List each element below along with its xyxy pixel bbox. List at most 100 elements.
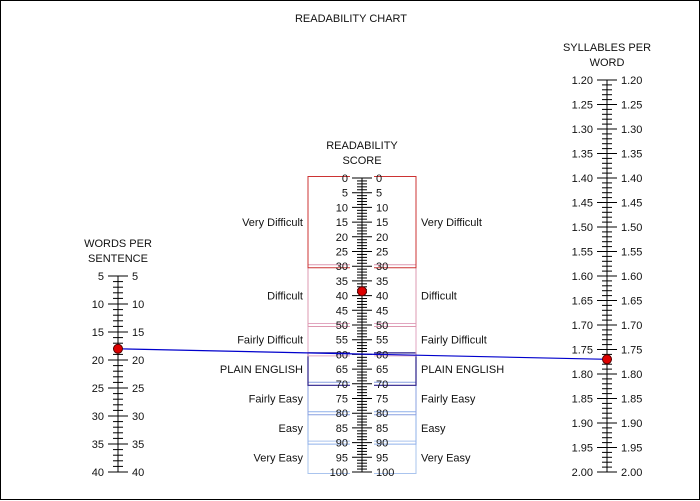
- band-label-left: Very Difficult: [242, 217, 303, 229]
- words-tick-label-left: 5: [98, 271, 104, 283]
- score-tick-label-right: 30: [376, 261, 388, 273]
- syllables-marker: [602, 354, 612, 365]
- band-bracket-right: [374, 411, 417, 445]
- words-tick-label-right: 40: [132, 467, 144, 479]
- score-tick-label-left: 100: [330, 467, 348, 479]
- score-tick-label-left: 5: [342, 188, 348, 200]
- score-scale-title-line: READABILITY: [326, 140, 398, 152]
- band-bracket-left: [307, 411, 350, 445]
- score-tick-label-left: 70: [336, 379, 348, 391]
- words-tick-label-right: 25: [132, 383, 144, 395]
- syllables-tick-label-right: 1.50: [621, 222, 642, 234]
- syllables-tick-label-left: 1.70: [572, 320, 593, 332]
- band-group: Very Easy Very Easy Easy Easy Fairly Easy Fai…: [220, 176, 504, 474]
- score-tick-label-right: 35: [376, 276, 388, 288]
- syllables-tick-label-left: 1.50: [572, 222, 593, 234]
- words-tick-label-left: 35: [92, 439, 104, 451]
- score-tick-label-left: 90: [336, 438, 348, 450]
- band-bracket-left: [307, 264, 350, 327]
- words-tick-label-left: 40: [92, 467, 104, 479]
- band-label-right: PLAIN ENGLISH: [421, 364, 504, 376]
- score-tick-label-left: 60: [336, 349, 348, 361]
- score-tick-label-right: 50: [376, 320, 388, 332]
- words-tick-label-left: 30: [92, 411, 104, 423]
- band-label-left: Fairly Easy: [249, 394, 304, 406]
- syllables-tick-label-right: 1.25: [621, 100, 642, 112]
- band-label-left: Fairly Difficult: [237, 335, 303, 347]
- band-bracket-left: [307, 381, 350, 416]
- band-label-left: Easy: [279, 423, 304, 435]
- band-label-right: Difficult: [421, 291, 457, 303]
- syllables-tick-label-left: 1.35: [572, 149, 593, 161]
- band-label-right: Very Difficult: [421, 217, 482, 229]
- connector-line: [117, 348, 608, 360]
- syllables-tick-label-right: 1.90: [621, 418, 642, 430]
- syllables-tick-label-right: 1.75: [621, 345, 642, 357]
- syllables-tick-label-right: 1.20: [621, 75, 642, 87]
- score-tick-label-right: 5: [376, 188, 382, 200]
- syllables-tick-label-left: 1.25: [572, 100, 593, 112]
- band-bracket-right: [374, 323, 417, 357]
- syllables-tick-label-left: 1.85: [572, 394, 593, 406]
- band-bracket-right: [374, 176, 417, 269]
- score-tick-label-right: 60: [376, 349, 388, 361]
- chart-title: READABILITY CHART: [295, 13, 407, 25]
- score-tick-label-left: 15: [336, 217, 348, 229]
- words-scale-title-line: WORDS PER: [84, 238, 152, 250]
- score-tick-label-left: 25: [336, 247, 348, 259]
- syllables-tick-label-left: 1.45: [572, 198, 593, 210]
- score-tick-label-left: 65: [336, 364, 348, 376]
- words-tick-label-right: 10: [132, 299, 144, 311]
- syllables-tick-label-left: 1.65: [572, 296, 593, 308]
- score-tick-label-left: 30: [336, 261, 348, 273]
- words-scale-title-line: SENTENCE: [88, 253, 148, 265]
- syllables-tick-label-left: 1.30: [572, 124, 593, 136]
- syllables-tick-label-right: 1.40: [621, 173, 642, 185]
- words-tick-label-left: 15: [92, 327, 104, 339]
- syllables-tick-label-right: 1.95: [621, 443, 642, 455]
- syllables-tick-label-left: 1.55: [572, 247, 593, 259]
- syllables-tick-label-right: 1.65: [621, 296, 642, 308]
- words-tick-label-left: 10: [92, 299, 104, 311]
- band-label-left: Difficult: [267, 291, 303, 303]
- band-label-right: Fairly Easy: [421, 394, 476, 406]
- syllables-tick-label-right: 1.35: [621, 149, 642, 161]
- score-tick-label-left: 40: [336, 291, 348, 303]
- syllables-tick-label-left: 1.95: [572, 443, 593, 455]
- score-tick-label-right: 100: [376, 467, 394, 479]
- words-tick-label-right: 30: [132, 411, 144, 423]
- score-tick-label-left: 75: [336, 394, 348, 406]
- score-tick-label-right: 90: [376, 438, 388, 450]
- score-tick-label-left: 85: [336, 423, 348, 435]
- score-tick-label-right: 80: [376, 408, 388, 420]
- syllables-tick-label-right: 1.70: [621, 320, 642, 332]
- words-tick-label-left: 20: [92, 355, 104, 367]
- band-bracket-right: [374, 381, 417, 416]
- words-per-sentence-scale: WORDS PER SENTENCE 5 5 10 10 15 15 20 20 25 25 30 30 3…: [84, 238, 152, 479]
- score-tick-label-right: 20: [376, 232, 388, 244]
- score-tick-label-left: 95: [336, 452, 348, 464]
- score-tick-label-right: 95: [376, 452, 388, 464]
- score-tick-label-right: 70: [376, 379, 388, 391]
- score-tick-label-right: 25: [376, 247, 388, 259]
- syllables-tick-label-left: 1.75: [572, 345, 593, 357]
- syllables-tick-label-left: 1.20: [572, 75, 593, 87]
- score-tick-label-left: 10: [336, 202, 348, 214]
- syllables-tick-label-left: 1.60: [572, 271, 593, 283]
- syllables-tick-label-right: 1.55: [621, 247, 642, 259]
- band-bracket-right: [374, 264, 417, 327]
- score-tick-label-left: 0: [342, 173, 348, 185]
- band-label-right: Very Easy: [421, 452, 471, 464]
- words-tick-label-right: 20: [132, 355, 144, 367]
- score-tick-label-left: 45: [336, 305, 348, 317]
- score-tick-label-left: 20: [336, 232, 348, 244]
- words-tick-label-right: 5: [132, 271, 138, 283]
- band-label-left: PLAIN ENGLISH: [220, 364, 303, 376]
- score-scale-title-line: SCORE: [342, 155, 381, 167]
- score-tick-label-right: 65: [376, 364, 388, 376]
- score-tick-label-right: 55: [376, 335, 388, 347]
- band-bracket-right: [374, 440, 417, 474]
- syllables-tick-label-right: 1.80: [621, 369, 642, 381]
